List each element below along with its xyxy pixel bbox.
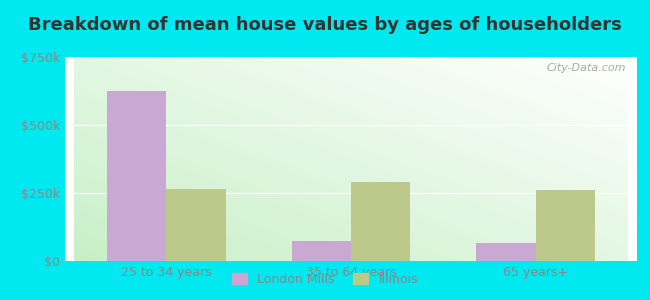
Bar (166, 189, 226, 261)
Bar (536, 190, 595, 261)
Legend: London Mills, Illinois: London Mills, Illinois (227, 268, 423, 291)
Bar (107, 91, 166, 261)
Text: Breakdown of mean house values by ages of householders: Breakdown of mean house values by ages o… (28, 16, 622, 34)
Bar (476, 243, 536, 261)
Bar (292, 241, 351, 261)
Text: City-Data.com: City-Data.com (546, 63, 625, 73)
Bar (351, 182, 410, 261)
